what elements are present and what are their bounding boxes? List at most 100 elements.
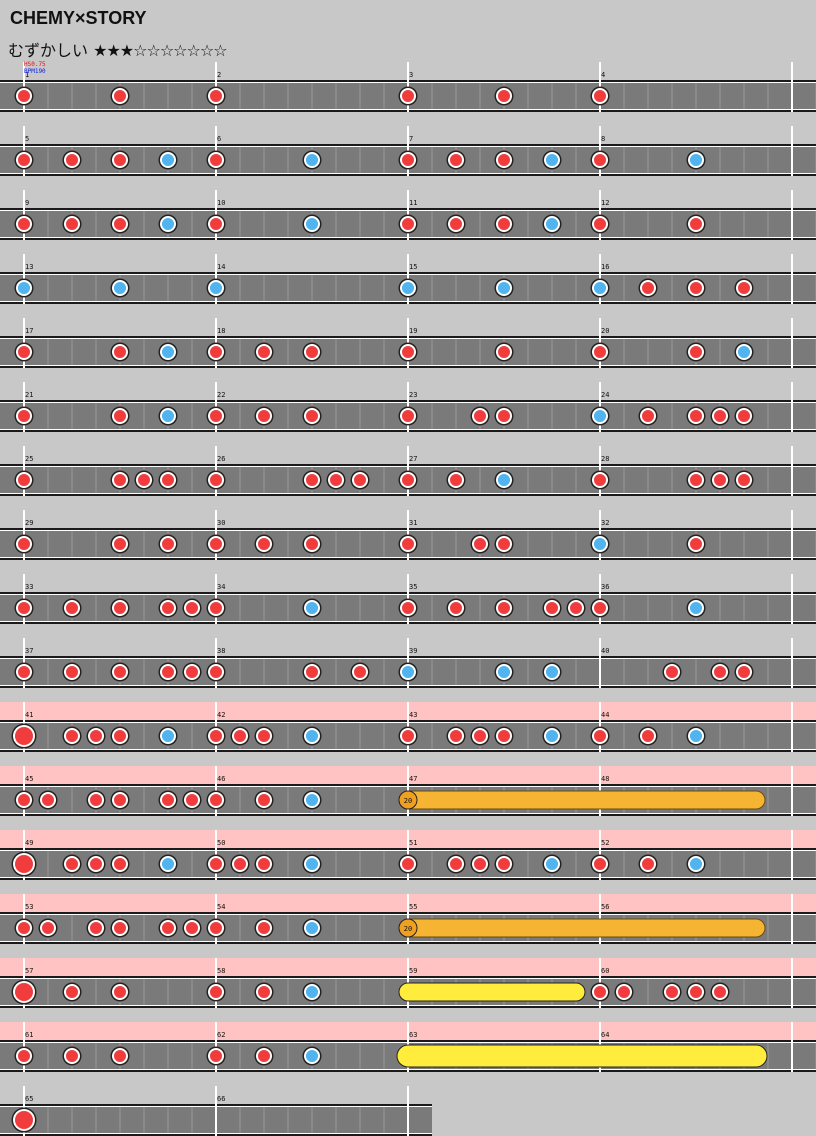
don-note (402, 346, 414, 358)
don-note (210, 858, 222, 870)
don-note (114, 794, 126, 806)
don-note (18, 154, 30, 166)
measure-number: 11 (409, 199, 417, 207)
don-note (594, 218, 606, 230)
don-note (114, 602, 126, 614)
balloon-hit-count: 20 (404, 797, 412, 805)
difficulty-row: むずかしい ★★★☆☆☆☆☆☆☆ (8, 37, 228, 61)
ka-note (18, 282, 30, 294)
don-note (306, 474, 318, 486)
don-note (474, 410, 486, 422)
don-note (450, 154, 462, 166)
don-note (594, 90, 606, 102)
star-rating: ★★★☆☆☆☆☆☆☆ (93, 41, 227, 60)
don-note (570, 602, 582, 614)
don-note (210, 922, 222, 934)
don-note (114, 986, 126, 998)
don-note (498, 154, 510, 166)
measure-number: 38 (217, 647, 225, 655)
ka-note (546, 666, 558, 678)
ka-note (402, 282, 414, 294)
ka-note (114, 282, 126, 294)
bpm-label: BPM190 (24, 68, 46, 75)
measure-number: 7 (409, 135, 413, 143)
ka-note (402, 666, 414, 678)
don-note (186, 666, 198, 678)
measure-number: 58 (217, 967, 225, 975)
don-note (354, 666, 366, 678)
measure-number: 6 (217, 135, 221, 143)
ka-note (306, 794, 318, 806)
measure-number: 50 (217, 839, 225, 847)
ka-note (594, 282, 606, 294)
don-note (18, 794, 30, 806)
measure-number: 3 (409, 71, 413, 79)
don-note (690, 218, 702, 230)
measure-number: 25 (25, 455, 33, 463)
don-note (66, 986, 78, 998)
don-note (114, 922, 126, 934)
measure-number: 30 (217, 519, 225, 527)
don-note (498, 730, 510, 742)
balloon-note (398, 918, 418, 938)
measure-number: 23 (409, 391, 417, 399)
measure-number: 19 (409, 327, 417, 335)
don-note (210, 794, 222, 806)
don-note (306, 410, 318, 422)
balloon-hit-count: 20 (404, 925, 412, 933)
don-note (42, 794, 54, 806)
measure-number: 18 (217, 327, 225, 335)
measure-number: 33 (25, 583, 33, 591)
ka-note (306, 922, 318, 934)
ka-note (306, 602, 318, 614)
don-note (210, 410, 222, 422)
don-note (402, 538, 414, 550)
don-note (690, 986, 702, 998)
ka-note (498, 666, 510, 678)
measure-number: 20 (601, 327, 609, 335)
ka-note (738, 346, 750, 358)
don-note (642, 730, 654, 742)
don-note (498, 218, 510, 230)
don-note (66, 730, 78, 742)
don-note (450, 602, 462, 614)
big-don-note (15, 727, 33, 745)
don-note (114, 410, 126, 422)
measure-number: 60 (601, 967, 609, 975)
measure-number: 31 (409, 519, 417, 527)
don-note (546, 602, 558, 614)
don-note (498, 346, 510, 358)
don-note (234, 858, 246, 870)
don-note (474, 730, 486, 742)
don-note (498, 602, 510, 614)
measure-number: 66 (217, 1095, 225, 1103)
don-note (66, 1050, 78, 1062)
don-note (42, 922, 54, 934)
ka-note (546, 730, 558, 742)
ka-note (594, 410, 606, 422)
don-note (666, 666, 678, 678)
don-note (666, 986, 678, 998)
measure-number: 63 (409, 1031, 417, 1039)
don-note (690, 346, 702, 358)
ka-note (162, 218, 174, 230)
don-note (114, 218, 126, 230)
measure-number: 34 (217, 583, 225, 591)
measure-number: 29 (25, 519, 33, 527)
ka-note (498, 282, 510, 294)
ka-note (594, 538, 606, 550)
don-note (714, 474, 726, 486)
measure-number: 44 (601, 711, 609, 719)
ka-note (546, 218, 558, 230)
don-note (258, 986, 270, 998)
ka-note (162, 346, 174, 358)
don-note (114, 666, 126, 678)
ka-note (306, 730, 318, 742)
measure-number: 36 (601, 583, 609, 591)
drumroll-bar (398, 982, 586, 1002)
don-note (402, 154, 414, 166)
don-note (234, 730, 246, 742)
measure-number: 27 (409, 455, 417, 463)
don-note (330, 474, 342, 486)
